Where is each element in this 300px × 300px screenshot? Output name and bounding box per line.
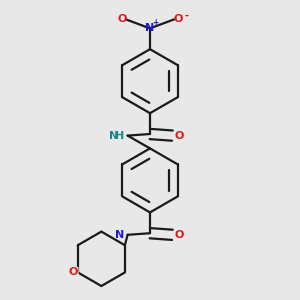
Text: O: O <box>175 230 184 240</box>
Text: O: O <box>173 14 182 24</box>
Text: O: O <box>118 14 127 24</box>
Text: N: N <box>115 230 124 240</box>
Text: +: + <box>153 18 159 27</box>
Text: O: O <box>69 267 78 278</box>
Text: O: O <box>175 130 184 141</box>
Text: N: N <box>146 23 154 33</box>
Text: N: N <box>110 130 118 141</box>
Text: -: - <box>184 11 188 21</box>
Text: H: H <box>115 130 124 141</box>
